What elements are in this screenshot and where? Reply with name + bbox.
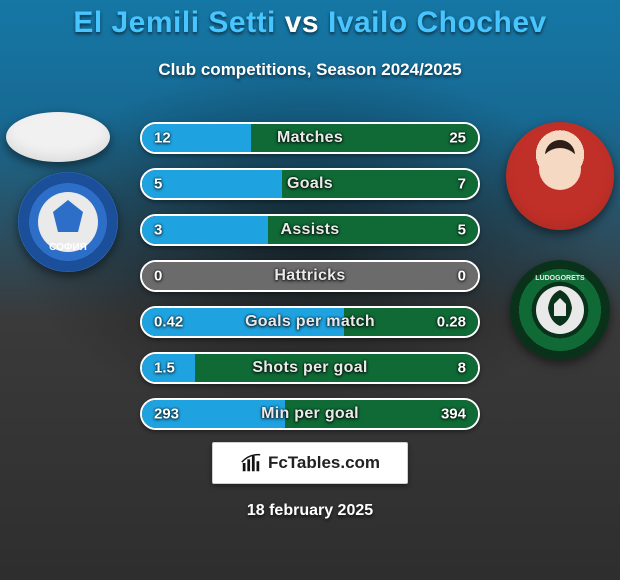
stat-label: Hattricks bbox=[142, 267, 478, 285]
stat-label: Min per goal bbox=[142, 405, 478, 423]
brand-badge: FcTables.com bbox=[212, 442, 408, 484]
stat-rows: 1225Matches 57Goals 35Assists 00Hattricks 0.… bbox=[140, 122, 480, 444]
date: 18 february 2025 bbox=[0, 502, 620, 520]
title-player2: Ivailo Chochev bbox=[328, 6, 547, 39]
stat-label: Matches bbox=[142, 129, 478, 147]
player2-club-badge: LUDOGORETS bbox=[510, 260, 610, 360]
page-title: El Jemili Setti vs Ivailo Chochev bbox=[0, 6, 620, 40]
stat-label: Assists bbox=[142, 221, 478, 239]
svg-text:LUDOGORETS: LUDOGORETS bbox=[535, 275, 585, 282]
stat-row: 293394Min per goal bbox=[140, 398, 480, 430]
player2-avatar bbox=[506, 122, 614, 230]
stat-row: 35Assists bbox=[140, 214, 480, 246]
club-badge-right-icon: LUDOGORETS bbox=[510, 260, 610, 360]
svg-text:СОФИЯ: СОФИЯ bbox=[49, 242, 87, 253]
stat-label: Goals per match bbox=[142, 313, 478, 331]
club-badge-left-icon: СОФИЯ bbox=[18, 172, 118, 272]
subtitle: Club competitions, Season 2024/2025 bbox=[0, 60, 620, 80]
title-player1: El Jemili Setti bbox=[73, 6, 276, 39]
stat-row: 57Goals bbox=[140, 168, 480, 200]
comparison-infographic: El Jemili Setti vs Ivailo Chochev Club c… bbox=[0, 0, 620, 580]
stat-row: 1225Matches bbox=[140, 122, 480, 154]
title-vs: vs bbox=[285, 6, 319, 39]
player1-club-badge: СОФИЯ bbox=[18, 172, 118, 272]
stat-label: Goals bbox=[142, 175, 478, 193]
stat-row: 1.58Shots per goal bbox=[140, 352, 480, 384]
stat-row: 00Hattricks bbox=[140, 260, 480, 292]
brand-text: FcTables.com bbox=[268, 453, 380, 473]
stat-label: Shots per goal bbox=[142, 359, 478, 377]
stat-row: 0.420.28Goals per match bbox=[140, 306, 480, 338]
player1-avatar bbox=[6, 112, 110, 162]
barchart-icon bbox=[240, 452, 262, 474]
